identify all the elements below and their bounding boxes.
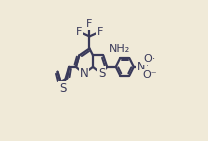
Text: O⁻: O⁻ bbox=[143, 70, 157, 80]
Text: S: S bbox=[98, 67, 105, 80]
Text: N⁺: N⁺ bbox=[136, 62, 151, 72]
Text: NH₂: NH₂ bbox=[109, 45, 131, 54]
Text: F: F bbox=[76, 27, 82, 37]
Text: N: N bbox=[79, 67, 88, 80]
Text: S: S bbox=[59, 82, 66, 95]
Text: F: F bbox=[86, 19, 93, 29]
Text: F: F bbox=[97, 27, 103, 37]
Text: O·: O· bbox=[144, 54, 156, 64]
